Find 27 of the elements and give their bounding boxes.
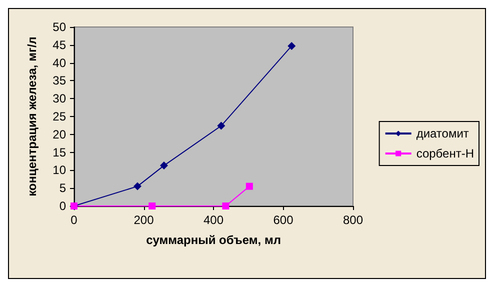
point: [222, 202, 230, 210]
y-tick-label: 30: [52, 92, 66, 106]
legend-label: сорбент-Н: [416, 146, 474, 160]
y-tick-label: 0: [59, 199, 66, 213]
point: [246, 182, 253, 190]
y-tick-label: 40: [52, 56, 66, 70]
y-tick-label: 25: [52, 110, 66, 124]
point: [217, 122, 226, 130]
point: [148, 202, 156, 210]
point: [133, 182, 142, 190]
x-tick-label: 600: [273, 213, 294, 227]
y-tick-label: 15: [52, 145, 66, 160]
x-tick-label: 200: [134, 213, 154, 227]
y-tick-label: 5: [59, 181, 66, 196]
legend-label: диатомит: [416, 126, 470, 140]
y-axis-title: концентрация железа, мг/л: [25, 36, 39, 196]
y-tick-label: 10: [52, 163, 66, 178]
x-tick-label: 400: [203, 213, 224, 227]
y-tick-label: 35: [52, 74, 66, 88]
x-tick-label: 800: [342, 213, 364, 227]
x-axis-title: суммарный объем, мл: [146, 233, 281, 247]
y-tick-label: 50: [52, 20, 66, 34]
point: [288, 42, 296, 50]
point: [160, 162, 168, 170]
y-tick-label: 45: [52, 38, 66, 52]
x-tick-label: 0: [70, 213, 78, 227]
y-tick-label: 20: [52, 127, 66, 142]
